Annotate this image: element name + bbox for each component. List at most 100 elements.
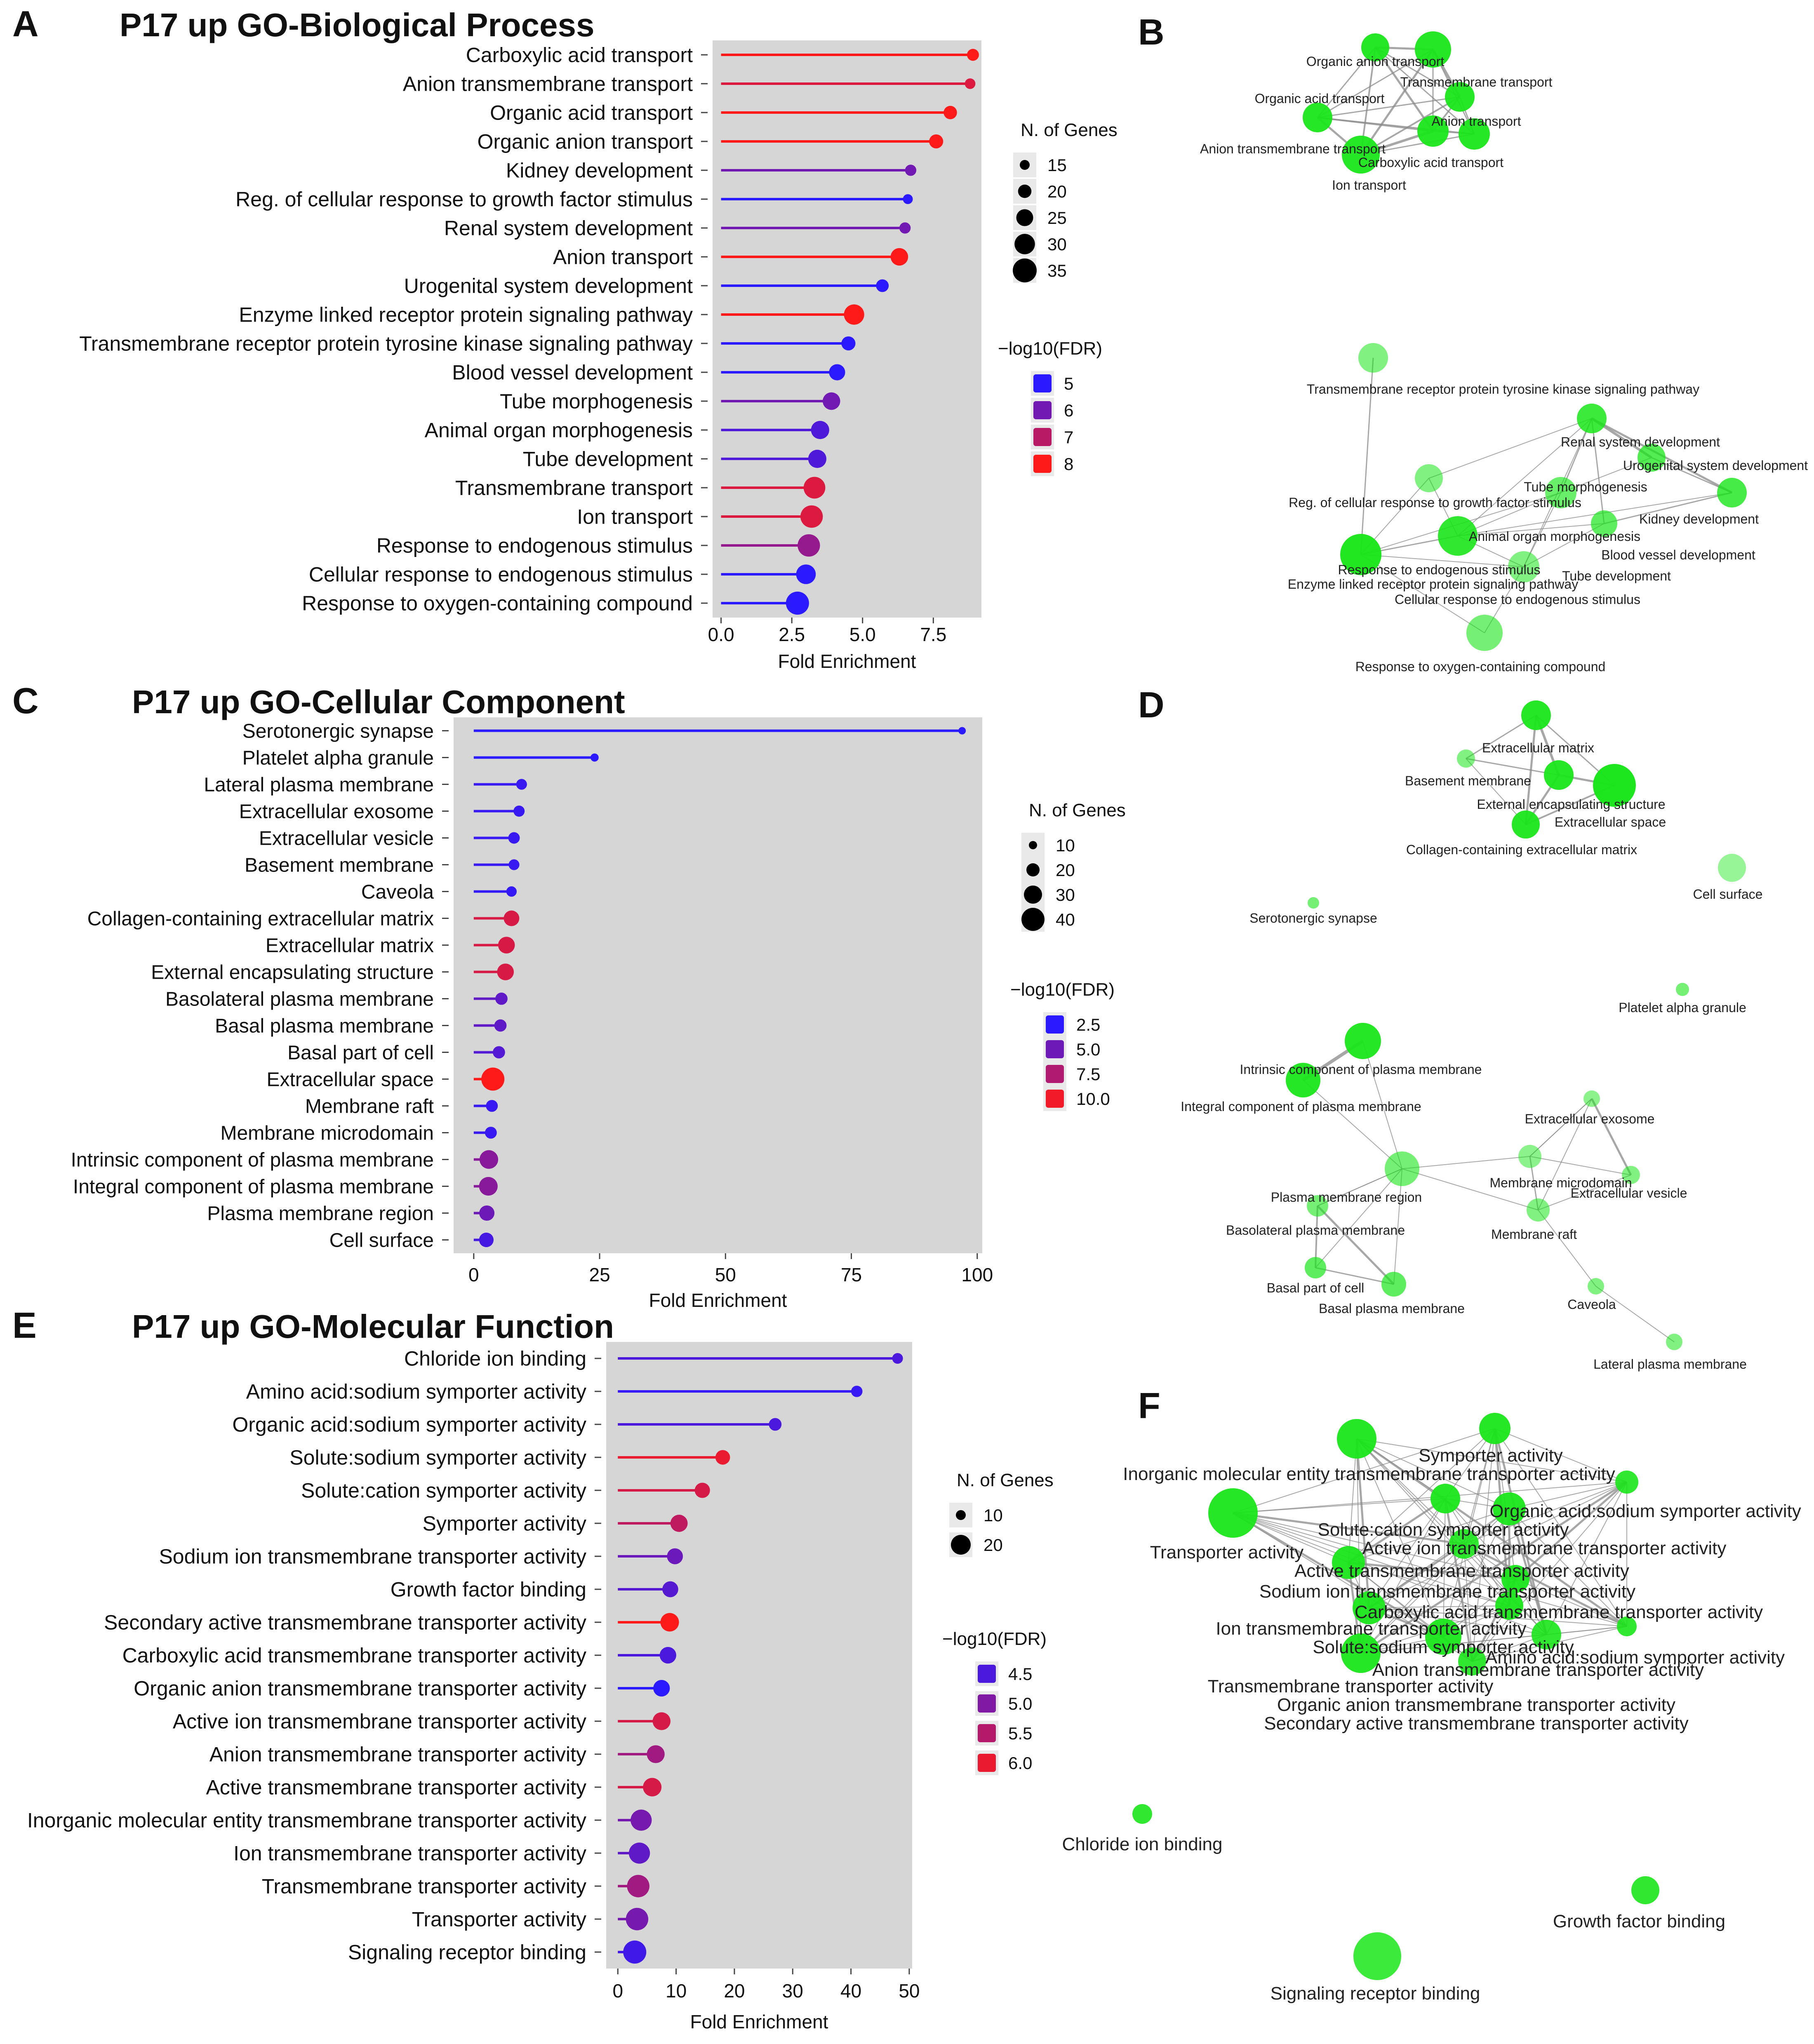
- network-edge: [1360, 96, 1461, 155]
- chart-panel-C: P17 up GO-Cellular ComponentSerotonergic…: [71, 684, 1126, 1311]
- lollipop-point: [796, 564, 816, 584]
- network-edge: [1360, 1626, 1627, 1654]
- network-node: [1593, 764, 1636, 807]
- network-B: Organic anion transport Transmembrane tra…: [1200, 31, 1808, 674]
- color-legend-swatch: [1033, 428, 1052, 446]
- color-legend-label: 5.0: [1008, 1694, 1032, 1713]
- color-legend-label: 7.5: [1076, 1064, 1100, 1084]
- network-node: [1425, 1619, 1461, 1655]
- lollipop-point: [631, 1809, 652, 1831]
- category-label: Transmembrane receptor protein tyrosine …: [79, 332, 693, 355]
- network-node: [1666, 1334, 1682, 1350]
- lollipop-point: [769, 1418, 782, 1431]
- lollipop-point: [643, 1778, 662, 1797]
- network-node: [1521, 700, 1551, 730]
- color-legend-title: −log10(FDR): [1010, 980, 1115, 1000]
- size-legend-label: 20: [1056, 860, 1075, 880]
- size-legend-dot: [1014, 234, 1035, 254]
- lollipop-point: [905, 164, 917, 176]
- network-label: Organic acid:sodium symporter activity: [1489, 1501, 1801, 1521]
- network-edge: [1369, 1607, 1547, 1635]
- color-legend-swatch: [978, 1665, 996, 1683]
- size-legend-dot: [1016, 209, 1033, 226]
- lollipop-point: [808, 449, 827, 468]
- network-edge: [1360, 1498, 1446, 1654]
- color-legend-label: 2.5: [1076, 1015, 1100, 1034]
- network-edge: [1348, 1561, 1516, 1580]
- category-label: Cellular response to endogenous stimulus: [309, 563, 693, 586]
- category-label: Organic acid transport: [490, 101, 693, 125]
- network-label: Platelet alpha granule: [1619, 1000, 1746, 1015]
- lollipop-point: [798, 534, 820, 557]
- chart-title: P17 up GO-Molecular Function: [132, 1308, 614, 1345]
- lollipop-point: [943, 106, 957, 120]
- network-label: Response to oxygen-containing compound: [1355, 659, 1606, 674]
- network-label: Ion transport: [1332, 178, 1406, 193]
- lollipop-point: [803, 477, 826, 499]
- network-label: Membrane raft: [1491, 1227, 1577, 1242]
- network-label: Active ion transmembrane transporter act…: [1362, 1538, 1727, 1558]
- size-legend-dot: [1029, 841, 1037, 849]
- network-node: [1430, 1484, 1460, 1513]
- network-label: Carboxylic acid transmembrane transporte…: [1355, 1602, 1763, 1622]
- network-label: Amino acid:sodium symporter activity: [1485, 1647, 1785, 1668]
- color-legend-swatch: [1046, 1015, 1064, 1034]
- category-label: Cell surface: [329, 1229, 434, 1251]
- lollipop-point: [623, 1941, 647, 1964]
- lollipop-point: [481, 1067, 505, 1091]
- network-node: [1512, 811, 1540, 839]
- network-node: [1591, 510, 1617, 537]
- category-label: Anion transport: [553, 246, 693, 269]
- color-legend-label: 10.0: [1076, 1089, 1110, 1109]
- category-label: Membrane raft: [305, 1095, 434, 1117]
- category-label: Inorganic molecular entity transmembrane…: [27, 1809, 586, 1832]
- network-edge: [1402, 1168, 1539, 1210]
- network-label: Solute:sodium symporter activity: [1313, 1637, 1574, 1657]
- category-label: Carboxylic acid transmembrane transporte…: [122, 1644, 586, 1667]
- category-label: Tube development: [523, 448, 693, 471]
- lollipop-point: [899, 222, 911, 234]
- category-label: Tube morphogenesis: [500, 390, 693, 413]
- lollipop-point: [626, 1908, 649, 1931]
- category-label: Secondary active transmembrane transport…: [104, 1611, 586, 1634]
- network-label: Anion transmembrane transport: [1200, 141, 1386, 156]
- lollipop-point: [662, 1581, 678, 1598]
- network-edge: [1509, 1482, 1627, 1509]
- lollipop-point: [516, 779, 527, 790]
- network-label: Basolateral plasma membrane: [1226, 1223, 1405, 1238]
- lollipop-point: [929, 134, 943, 149]
- category-label: Organic acid:sodium symporter activity: [232, 1413, 586, 1436]
- category-label: Amino acid:sodium symporter activity: [246, 1380, 586, 1403]
- lollipop-point: [493, 1046, 505, 1059]
- network-edge: [1428, 418, 1592, 479]
- network-edge: [1457, 523, 1605, 536]
- network-node: [1303, 103, 1332, 132]
- network-edge: [1443, 1508, 1510, 1637]
- network-label: Extracellular space: [1555, 815, 1666, 829]
- network-label: Animal organ morphogenesis: [1469, 529, 1640, 544]
- lollipop-point: [841, 336, 856, 351]
- network-label: Active transmembrane transporter activit…: [1294, 1561, 1629, 1581]
- lollipop-point: [851, 1386, 863, 1397]
- network-label: Tube development: [1562, 569, 1671, 583]
- network-edge: [1233, 1428, 1495, 1513]
- network-edge: [1360, 357, 1374, 555]
- lollipop-point: [829, 364, 845, 381]
- network-node: [1308, 897, 1319, 909]
- panel-letter-C: C: [12, 680, 39, 721]
- category-label: Basal plasma membrane: [215, 1015, 434, 1037]
- panel-letter-D: D: [1138, 684, 1165, 725]
- network-node: [1305, 1257, 1326, 1278]
- network-node: [1495, 1592, 1523, 1620]
- network-label: Secondary active transmembrane transport…: [1264, 1713, 1689, 1734]
- size-legend-label: 20: [1047, 182, 1067, 201]
- network-edge: [1463, 1543, 1628, 1628]
- category-label: Symporter activity: [423, 1512, 586, 1535]
- category-label: Intrinsic component of plasma membrane: [71, 1149, 434, 1171]
- lollipop-point: [667, 1548, 683, 1565]
- category-label: Active transmembrane transporter activit…: [206, 1776, 586, 1799]
- x-tick-label: 20: [724, 1980, 745, 2002]
- network-label: Organic acid transport: [1255, 91, 1385, 106]
- network-edge: [1538, 1175, 1631, 1210]
- network-node: [1544, 760, 1574, 790]
